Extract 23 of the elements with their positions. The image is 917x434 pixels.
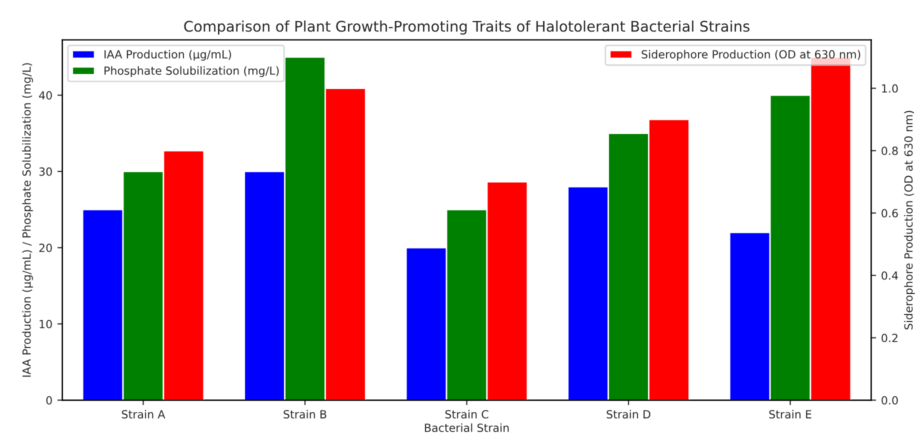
y2-tick-label: 0.8	[882, 146, 898, 156]
y2-tick-label: 1.0	[882, 84, 898, 93]
chart-title: Comparison of Plant Growth-Promoting Traits of Halotolerant Bacterial Strains	[184, 20, 750, 35]
y-tick-label: 40	[39, 91, 52, 100]
y-tick-label: 30	[39, 167, 52, 176]
x-tick-label: Strain D	[606, 410, 650, 418]
y-tick-label: 20	[39, 244, 52, 252]
x-axis-title: Bacterial Strain	[424, 423, 509, 432]
legend-label: Phosphate Solubilization (mg/L)	[104, 66, 279, 77]
y-tick-label: 0	[46, 396, 52, 405]
y2-tick-label: 0.0	[882, 396, 898, 405]
x-tick-label: Strain A	[122, 410, 166, 418]
y-tick-label: 10	[40, 320, 52, 328]
y-axis-title: IAA Production (µg/mL) / Phosphate Solubilization (mg/L)	[22, 63, 33, 377]
y2-axis-title: Siderophore Production (OD at 630 nm)	[904, 110, 915, 330]
y2-tick-label: 0.4	[882, 271, 898, 280]
legend-label: Siderophore Production (OD at 630 nm)	[642, 50, 860, 61]
legend-label: IAA Production (µg/mL)	[104, 50, 232, 61]
x-tick-label: Strain C	[445, 410, 488, 418]
x-tick-label: Strain E	[769, 410, 812, 418]
y2-tick-label: 0.6	[882, 208, 898, 218]
y2-tick-label: 0.2	[882, 334, 898, 342]
x-tick-label: Strain B	[284, 410, 326, 418]
